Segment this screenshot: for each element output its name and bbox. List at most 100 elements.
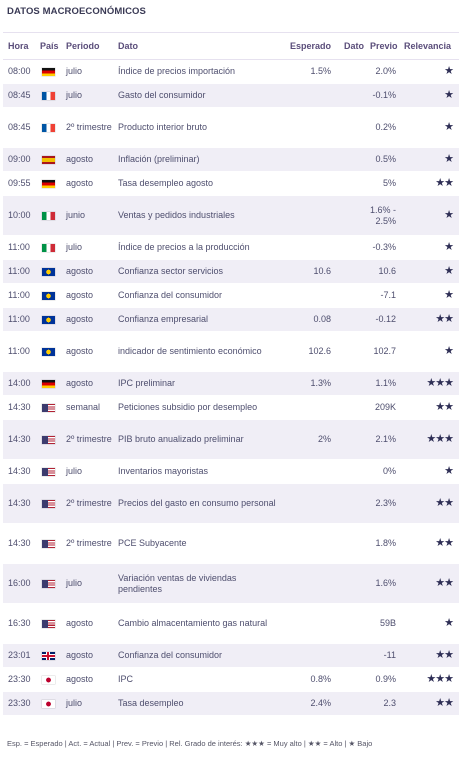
cell-dato: Producto interior bruto — [113, 107, 277, 148]
table-row: 11:00 agosto indicador de sentimiento econ… — [3, 331, 459, 372]
cell-esperado: 2% — [277, 419, 339, 460]
cell-pais-flag — [35, 603, 61, 644]
flag-eu-icon — [41, 267, 55, 276]
cell-dato-actual — [339, 259, 365, 284]
cell-periodo: agosto — [61, 643, 113, 668]
cell-previo: 59B — [365, 603, 404, 644]
flag-us-icon — [41, 403, 55, 412]
table-row: 14:30 2º trimestre Precios del gasto en co… — [3, 483, 459, 524]
cell-relevancia: ★ — [404, 235, 459, 260]
table-row: 11:00 julio Índice de precios a la producc… — [3, 235, 459, 260]
cell-relevancia: ★★ — [404, 307, 459, 332]
cell-dato-actual — [339, 563, 365, 604]
cell-previo: 0% — [365, 459, 404, 484]
cell-hora: 11:00 — [3, 259, 35, 284]
flag-eu-icon — [41, 315, 55, 324]
cell-previo: -11 — [365, 643, 404, 668]
cell-previo: 0.5% — [365, 147, 404, 172]
cell-hora: 11:00 — [3, 331, 35, 372]
cell-previo: 2.3% — [365, 483, 404, 524]
relevance-stars-icon: ★★ — [435, 177, 454, 189]
cell-esperado: 102.6 — [277, 331, 339, 372]
cell-hora: 08:45 — [3, 107, 35, 148]
cell-relevancia: ★★ — [404, 395, 459, 420]
cell-dato: Inventarios mayoristas — [113, 459, 277, 484]
relevance-stars-icon: ★ — [444, 89, 454, 101]
cell-periodo: agosto — [61, 171, 113, 196]
cell-pais-flag — [35, 523, 61, 564]
cell-previo: 1.8% — [365, 523, 404, 564]
relevance-stars-icon: ★★ — [435, 313, 454, 325]
cell-pais-flag — [35, 59, 61, 84]
cell-periodo: agosto — [61, 307, 113, 332]
cell-hora: 10:00 — [3, 195, 35, 236]
flag-us-icon — [41, 539, 55, 548]
cell-dato: Tasa desempleo agosto — [113, 171, 277, 196]
cell-previo: -0.3% — [365, 235, 404, 260]
cell-pais-flag — [35, 235, 61, 260]
cell-dato: indicador de sentimiento económico — [113, 331, 277, 372]
table-row: 14:30 julio Inventarios mayoristas 0% ★ — [3, 459, 459, 484]
cell-hora: 14:30 — [3, 483, 35, 524]
table-row: 23:30 julio Tasa desempleo 2.4% 2.3 ★★ — [3, 691, 459, 716]
relevance-stars-icon: ★ — [444, 121, 454, 133]
cell-esperado — [277, 283, 339, 308]
flag-eu-icon — [41, 347, 55, 356]
table-body: 08:00 julio Índice de precios importación 1… — [3, 59, 459, 716]
cell-periodo: julio — [61, 563, 113, 604]
cell-previo: 1.1% — [365, 371, 404, 396]
cell-dato-actual — [339, 59, 365, 84]
cell-periodo: julio — [61, 459, 113, 484]
relevance-stars-icon: ★ — [444, 241, 454, 253]
cell-periodo: semanal — [61, 395, 113, 420]
relevance-stars-icon: ★★ — [435, 401, 454, 413]
cell-esperado — [277, 643, 339, 668]
cell-previo: 0.2% — [365, 107, 404, 148]
cell-periodo: julio — [61, 59, 113, 84]
table-row: 11:00 agosto Confianza empresarial 0.08 -0.1… — [3, 307, 459, 332]
flag-de-icon — [41, 179, 55, 188]
table-row: 14:30 2º trimestre PCE Subyacente 1.8% ★★ — [3, 523, 459, 564]
relevance-stars-icon: ★★ — [435, 577, 454, 589]
cell-pais-flag — [35, 643, 61, 668]
relevance-stars-icon: ★ — [444, 345, 454, 357]
cell-previo: 10.6 — [365, 259, 404, 284]
col-header-esperado: Esperado — [277, 32, 339, 60]
cell-hora: 11:00 — [3, 283, 35, 308]
cell-esperado — [277, 195, 339, 236]
flag-it-icon — [41, 211, 55, 220]
flag-eu-icon — [41, 291, 55, 300]
page-title: DATOS MACROECONÓMICOS — [7, 6, 146, 17]
cell-dato-actual — [339, 419, 365, 460]
cell-relevancia: ★ — [404, 603, 459, 644]
cell-dato: IPC preliminar — [113, 371, 277, 396]
cell-dato-actual — [339, 83, 365, 108]
cell-relevancia: ★★★ — [404, 419, 459, 460]
cell-pais-flag — [35, 483, 61, 524]
cell-dato-actual — [339, 603, 365, 644]
cell-previo: 209K — [365, 395, 404, 420]
cell-dato-actual — [339, 643, 365, 668]
relevance-stars-icon: ★★★ — [426, 433, 454, 445]
cell-hora: 14:30 — [3, 523, 35, 564]
cell-previo: -0.12 — [365, 307, 404, 332]
col-header-dato: Dato — [113, 32, 277, 60]
cell-esperado — [277, 563, 339, 604]
cell-dato-actual — [339, 667, 365, 692]
cell-hora: 14:00 — [3, 371, 35, 396]
cell-hora: 23:30 — [3, 667, 35, 692]
cell-previo: 0.9% — [365, 667, 404, 692]
cell-hora: 09:55 — [3, 171, 35, 196]
cell-esperado: 2.4% — [277, 691, 339, 716]
relevance-stars-icon: ★★★ — [426, 377, 454, 389]
flag-us-icon — [41, 467, 55, 476]
cell-relevancia: ★ — [404, 459, 459, 484]
cell-hora: 16:30 — [3, 603, 35, 644]
cell-dato-actual — [339, 307, 365, 332]
cell-relevancia: ★ — [404, 331, 459, 372]
cell-pais-flag — [35, 259, 61, 284]
table-row: 11:00 agosto Confianza sector servicios 10.… — [3, 259, 459, 284]
cell-dato-actual — [339, 483, 365, 524]
cell-previo: -7.1 — [365, 283, 404, 308]
cell-relevancia: ★★ — [404, 523, 459, 564]
